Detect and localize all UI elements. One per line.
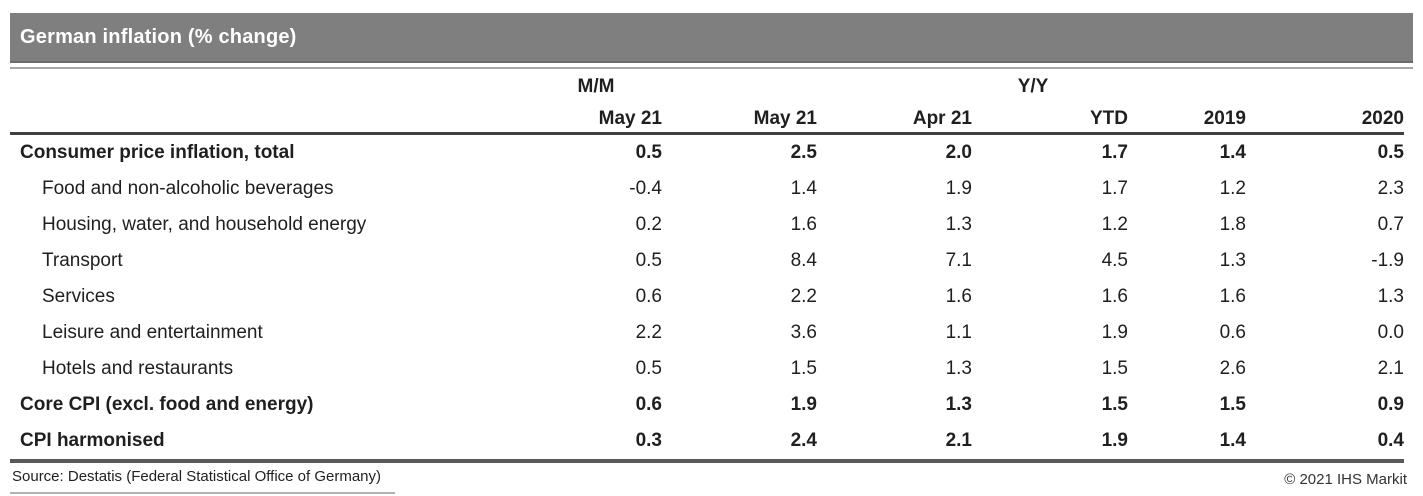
cell-value: 1.3 [945,358,972,379]
cell-value: 1.2 [1101,214,1128,235]
cell-value: 1.6 [1219,286,1246,307]
cell-value: 1.4 [1219,142,1246,163]
cell-value: 1.5 [1101,394,1128,415]
column-header-row: May 21 May 21 Apr 21 YTD 2019 2020 [10,100,1404,134]
row-label: Services [42,286,115,307]
cell-value: 0.5 [635,250,662,271]
column-header: YTD [1090,108,1128,129]
cell-value: 2.2 [635,322,662,343]
cell-value: 1.5 [790,358,817,379]
cell-value: 0.7 [1377,214,1404,235]
column-header: 2020 [1361,108,1404,129]
table-row: Services 0.6 2.2 1.6 1.6 1.6 1.3 [10,279,1404,315]
cell-value: 1.7 [1101,178,1128,199]
row-label: Transport [42,250,123,271]
cell-value: 2.6 [1219,358,1246,379]
cell-value: 1.5 [1101,358,1128,379]
table-row: Transport 0.5 8.4 7.1 4.5 1.3 -1.9 [10,243,1404,279]
cell-value: -0.4 [629,178,662,199]
cell-value: 2.5 [790,142,817,163]
row-label: CPI harmonised [20,430,165,451]
cell-value: 2.0 [945,142,972,163]
row-label: Leisure and entertainment [42,322,263,343]
bottom-edge-line [10,492,395,494]
cell-value: 0.6 [1219,322,1246,343]
row-label: Core CPI (excl. food and energy) [20,394,314,415]
cell-value: 2.4 [790,430,817,451]
source-note: Source: Destatis (Federal Statistical Of… [12,468,382,485]
row-label: Hotels and restaurants [42,358,234,379]
cell-value: 1.1 [945,322,972,343]
cell-value: 1.4 [790,178,817,199]
group-header-mm: M/M [577,76,615,97]
cell-value: 0.5 [635,358,662,379]
cell-value: 1.6 [790,214,817,235]
cell-value: 1.4 [1219,430,1246,451]
inflation-table: M/M Y/Y May 21 May 21 Apr 21 YTD 2019 20… [10,72,1404,463]
cell-value: 0.2 [635,214,662,235]
cell-value: 1.3 [1219,250,1246,271]
title-bar-underline [10,67,1413,69]
copyright-note: © 2021 IHS Markit [1284,471,1407,488]
row-label: Housing, water, and household energy [42,214,367,235]
cell-value: 2.1 [945,430,972,451]
cell-value: 1.8 [1219,214,1246,235]
table-row: Food and non-alcoholic beverages -0.4 1.… [10,171,1404,207]
table-row: Housing, water, and household energy 0.2… [10,207,1404,243]
cell-value: 1.5 [1219,394,1246,415]
title-bar: German inflation (% change) [10,13,1413,63]
cell-value: 2.2 [790,286,817,307]
cell-value: 1.2 [1219,178,1246,199]
cell-value: 0.5 [635,142,662,163]
group-header-yy: Y/Y [1017,76,1049,97]
row-label: Consumer price inflation, total [20,142,295,163]
cell-value: 0.9 [1377,394,1404,415]
cell-value: 0.6 [635,394,662,415]
cell-value: 4.5 [1101,250,1128,271]
group-header-row: M/M Y/Y [10,72,1404,100]
table-row: Hotels and restaurants 0.5 1.5 1.3 1.5 2… [10,351,1404,387]
cell-value: 2.3 [1377,178,1404,199]
cell-value: 0.5 [1377,142,1404,163]
cell-value: 1.3 [945,394,972,415]
cell-value: 1.6 [1101,286,1128,307]
cell-value: 0.0 [1377,322,1404,343]
cell-value: 0.3 [635,430,662,451]
column-header-spacer [10,100,530,134]
page-title: German inflation (% change) [20,25,297,48]
column-header: May 21 [753,108,817,129]
table-row: Leisure and entertainment 2.2 3.6 1.1 1.… [10,315,1404,351]
cell-value: 1.6 [945,286,972,307]
cell-value: 7.1 [945,250,972,271]
table-row: Consumer price inflation, total 0.5 2.5 … [10,134,1404,172]
column-header: 2019 [1203,108,1246,129]
row-label: Food and non-alcoholic beverages [42,178,334,199]
cell-value: 0.4 [1377,430,1404,451]
cell-value: 1.7 [1101,142,1128,163]
table-row: Core CPI (excl. food and energy) 0.6 1.9… [10,387,1404,423]
cell-value: 0.6 [635,286,662,307]
table-row: CPI harmonised 0.3 2.4 2.1 1.9 1.4 0.4 [10,423,1404,461]
cell-value: 2.1 [1377,358,1404,379]
cell-value: 1.3 [1377,286,1404,307]
group-header-spacer [10,72,530,100]
cell-value: 1.9 [790,394,817,415]
cell-value: -1.9 [1371,250,1404,271]
cell-value: 1.9 [1101,430,1128,451]
cell-value: 1.3 [945,214,972,235]
table-container: M/M Y/Y May 21 May 21 Apr 21 YTD 2019 20… [10,72,1404,463]
cell-value: 1.9 [1101,322,1128,343]
cell-value: 8.4 [790,250,817,271]
column-header: Apr 21 [912,108,972,129]
column-header: May 21 [598,108,662,129]
cell-value: 1.9 [945,178,972,199]
cell-value: 3.6 [790,322,817,343]
